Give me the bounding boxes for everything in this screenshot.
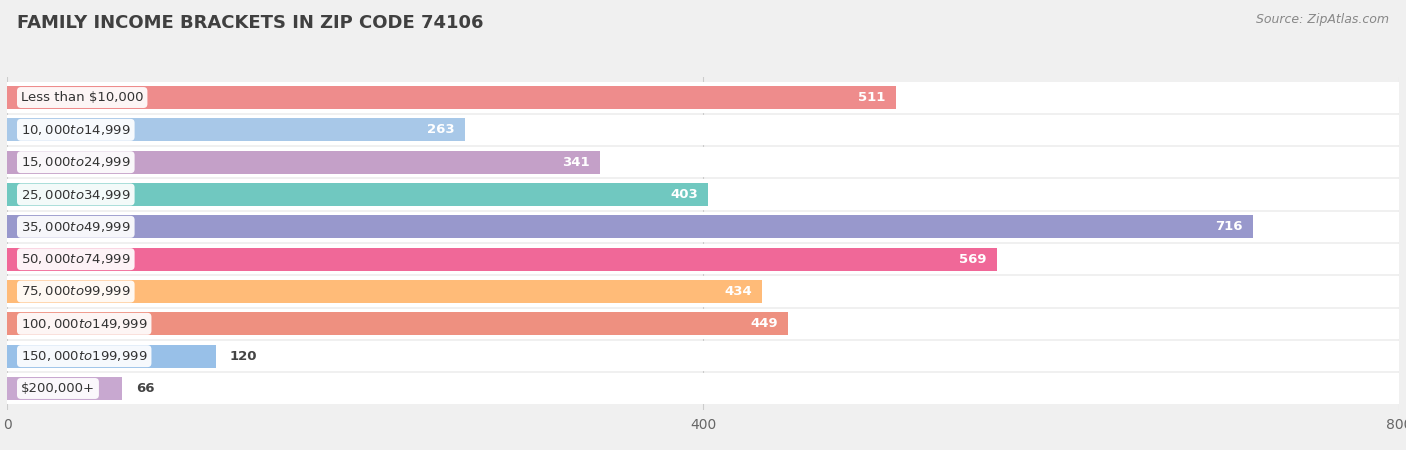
Bar (7, 244, 1399, 274)
Bar (7, 309, 1399, 339)
Text: 66: 66 (136, 382, 155, 395)
Text: $200,000+: $200,000+ (21, 382, 96, 395)
Text: 341: 341 (562, 156, 591, 169)
Bar (7, 86, 896, 109)
Text: FAMILY INCOME BRACKETS IN ZIP CODE 74106: FAMILY INCOME BRACKETS IN ZIP CODE 74106 (17, 14, 484, 32)
Bar (7, 341, 1399, 371)
Bar (7, 345, 217, 368)
Bar (7, 212, 1399, 242)
Bar (7, 377, 122, 400)
Text: 716: 716 (1215, 220, 1243, 234)
Text: $150,000 to $199,999: $150,000 to $199,999 (21, 349, 148, 363)
Bar (7, 115, 1399, 145)
Text: 120: 120 (229, 350, 257, 363)
Bar (7, 312, 789, 335)
Bar (7, 215, 1253, 238)
Text: $50,000 to $74,999: $50,000 to $74,999 (21, 252, 131, 266)
Text: $10,000 to $14,999: $10,000 to $14,999 (21, 123, 131, 137)
Text: 449: 449 (751, 317, 778, 330)
Bar (7, 179, 1399, 210)
Text: 434: 434 (724, 285, 752, 298)
Text: 511: 511 (858, 91, 886, 104)
Text: $25,000 to $34,999: $25,000 to $34,999 (21, 188, 131, 202)
Text: 263: 263 (426, 123, 454, 136)
Bar (7, 374, 1399, 404)
Text: 569: 569 (959, 252, 987, 266)
Bar (7, 276, 1399, 307)
Text: Source: ZipAtlas.com: Source: ZipAtlas.com (1256, 14, 1389, 27)
Bar (7, 118, 464, 141)
Bar (7, 147, 1399, 177)
Text: $75,000 to $99,999: $75,000 to $99,999 (21, 284, 131, 298)
Text: 403: 403 (671, 188, 697, 201)
Bar (7, 82, 1399, 112)
Bar (7, 151, 600, 174)
Text: $100,000 to $149,999: $100,000 to $149,999 (21, 317, 148, 331)
Text: Less than $10,000: Less than $10,000 (21, 91, 143, 104)
Bar (7, 280, 762, 303)
Text: $15,000 to $24,999: $15,000 to $24,999 (21, 155, 131, 169)
Bar (7, 248, 997, 271)
Bar (7, 183, 709, 206)
Text: $35,000 to $49,999: $35,000 to $49,999 (21, 220, 131, 234)
